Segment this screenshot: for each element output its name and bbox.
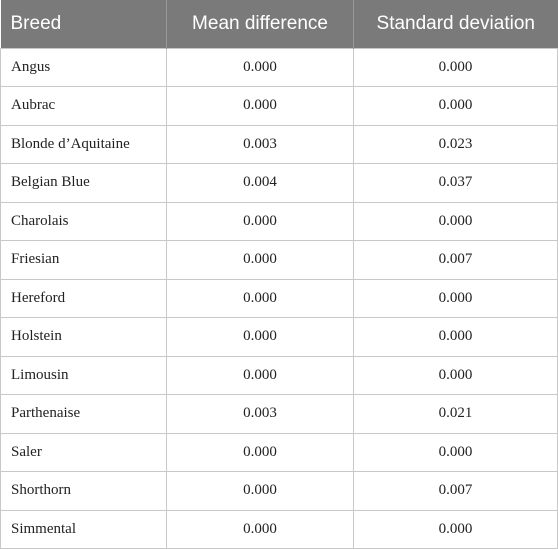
mean-difference-cell: 0.000 (166, 355, 354, 395)
breed-cell: Limousin (0, 355, 167, 395)
mean-difference-cell: 0.003 (166, 124, 354, 164)
table-row: Limousin 0.000 0.000 (0, 355, 558, 395)
mean-difference-cell: 0.003 (166, 394, 354, 434)
mean-difference-cell: 0.000 (166, 86, 354, 126)
header-standard-deviation: Standard deviation (353, 0, 558, 48)
breed-cell: Simmental (0, 509, 167, 549)
breed-cell: Parthenaise (0, 394, 167, 434)
mean-difference-cell: 0.000 (166, 317, 354, 357)
breed-cell: Aubrac (0, 86, 167, 126)
table-row: Holstein 0.000 0.000 (0, 317, 558, 357)
table-row: Blonde d’Aquitaine 0.003 0.023 (0, 124, 558, 164)
mean-difference-cell: 0.000 (166, 240, 354, 280)
table-header-row: Breed Mean difference Standard deviation (0, 0, 558, 48)
mean-difference-cell: 0.000 (166, 471, 354, 511)
breed-cell: Saler (0, 432, 167, 472)
breed-cell: Holstein (0, 317, 167, 357)
table-row: Parthenaise 0.003 0.021 (0, 394, 558, 434)
mean-difference-cell: 0.004 (166, 163, 354, 203)
standard-deviation-cell: 0.021 (353, 394, 558, 434)
header-mean-difference: Mean difference (166, 0, 354, 48)
mean-difference-cell: 0.000 (166, 47, 354, 87)
breed-cell: Charolais (0, 201, 167, 241)
table-row: Friesian 0.000 0.007 (0, 240, 558, 280)
standard-deviation-cell: 0.023 (353, 124, 558, 164)
standard-deviation-cell: 0.000 (353, 201, 558, 241)
standard-deviation-cell: 0.037 (353, 163, 558, 203)
standard-deviation-cell: 0.007 (353, 471, 558, 511)
standard-deviation-cell: 0.007 (353, 240, 558, 280)
table-row: Shorthorn 0.000 0.007 (0, 471, 558, 511)
breed-cell: Friesian (0, 240, 167, 280)
breed-cell: Blonde d’Aquitaine (0, 124, 167, 164)
standard-deviation-cell: 0.000 (353, 317, 558, 357)
breed-cell: Hereford (0, 278, 167, 318)
breed-cell: Angus (0, 47, 167, 87)
breed-cell: Shorthorn (0, 471, 167, 511)
mean-difference-cell: 0.000 (166, 278, 354, 318)
table-row: Hereford 0.000 0.000 (0, 278, 558, 318)
standard-deviation-cell: 0.000 (353, 47, 558, 87)
standard-deviation-cell: 0.000 (353, 278, 558, 318)
breed-cell: Belgian Blue (0, 163, 167, 203)
header-breed: Breed (10, 12, 62, 34)
table-row: Angus 0.000 0.000 (0, 47, 558, 87)
table-body: Angus 0.000 0.000 Aubrac 0.000 0.000 Blonde d’… (0, 47, 558, 549)
table-row: Saler 0.000 0.000 (0, 432, 558, 472)
standard-deviation-cell: 0.000 (353, 86, 558, 126)
table-row: Charolais 0.000 0.000 (0, 201, 558, 241)
mean-difference-cell: 0.000 (166, 509, 354, 549)
mean-difference-cell: 0.000 (166, 201, 354, 241)
standard-deviation-cell: 0.000 (353, 355, 558, 395)
table-row: Aubrac 0.000 0.000 (0, 86, 558, 126)
standard-deviation-cell: 0.000 (353, 432, 558, 472)
mean-difference-cell: 0.000 (166, 432, 354, 472)
standard-deviation-cell: 0.000 (353, 509, 558, 549)
table-row: Simmental 0.000 0.000 (0, 509, 558, 549)
table-row: Belgian Blue 0.004 0.037 (0, 163, 558, 203)
